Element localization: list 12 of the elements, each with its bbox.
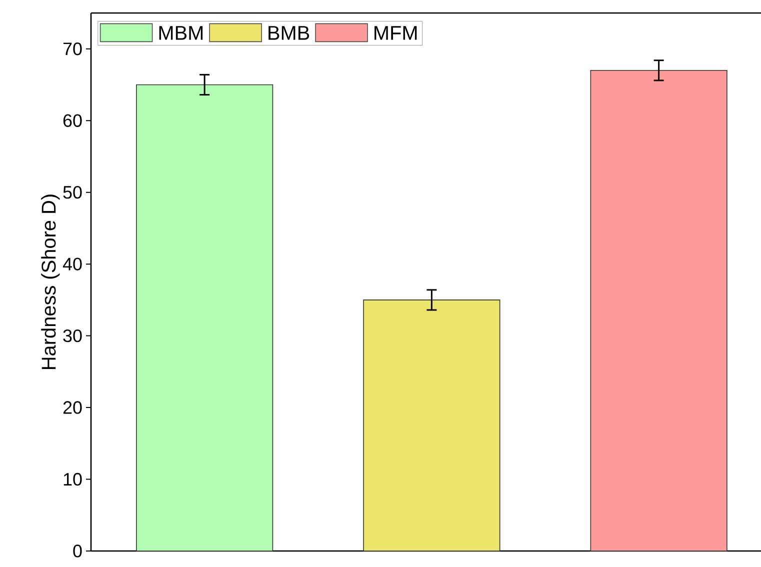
y-tick-label: 40 [62,258,82,270]
legend-label: MBM [159,26,203,40]
legend-label: MFM [374,26,417,40]
legend-label: BMB [268,26,310,40]
y-axis-title: Hardness (Shore D) [41,194,60,369]
y-tick-label: 50 [63,186,82,199]
y-tick-label: 10 [64,472,82,486]
y-tick-label: 30 [63,329,82,342]
y-tick-label: 70 [63,42,82,56]
y-tick-label: 0 [73,544,82,558]
y-tick-label: 60 [63,114,82,127]
y-tick-label: 20 [63,401,82,414]
